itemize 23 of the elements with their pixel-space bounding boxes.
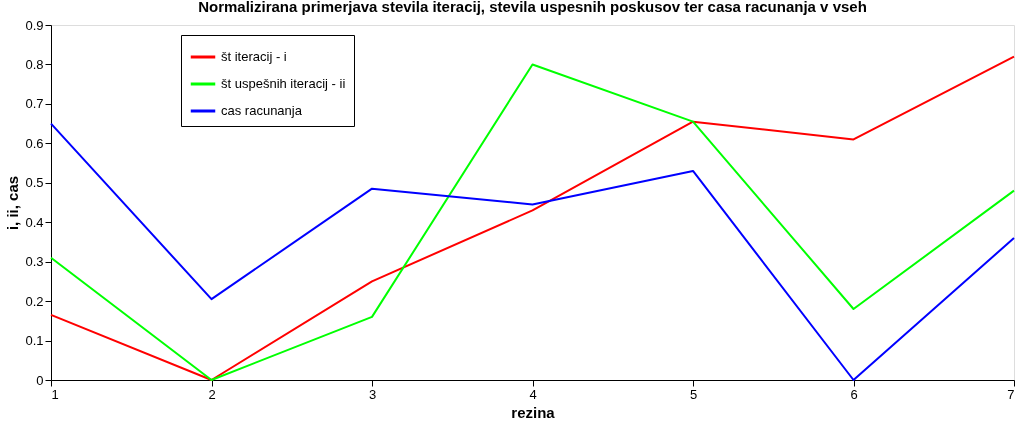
y-tick-label: 0.9	[25, 17, 44, 33]
y-tick-label: 0.1	[25, 333, 44, 349]
y-tick-label: 0.2	[25, 293, 44, 309]
x-tick-label: 5	[689, 386, 698, 402]
y-tick-label: 0.8	[25, 56, 44, 72]
y-tick-label: 0.3	[25, 254, 44, 270]
x-tick-label: 4	[529, 386, 537, 402]
y-tick-label: 0	[36, 372, 44, 388]
x-axis-title: rezina	[511, 403, 556, 421]
y-tick-label: 0.7	[25, 96, 44, 112]
x-tick-label: 7	[1007, 386, 1015, 402]
y-tick-label: 0.4	[25, 214, 44, 230]
legend-label: št iteracij - i	[221, 49, 287, 64]
y-tick-label: 0.6	[25, 135, 44, 151]
x-tick-label: 2	[208, 386, 216, 402]
y-axis-title: i, ii, cas	[4, 175, 22, 231]
x-tick-label: 6	[850, 386, 858, 402]
y-tick-label: 0.5	[25, 175, 44, 191]
legend-label: cas racunanja	[221, 103, 303, 118]
legend-label: št uspešnih iteracij - ii	[221, 76, 346, 91]
x-tick-label: 3	[368, 386, 377, 402]
x-tick-label: 1	[51, 386, 59, 402]
chart-title: Normalizirana primerjava stevila iteracij, stevila uspesnih poskusov ter casa racunanja v vseh	[198, 0, 867, 15]
